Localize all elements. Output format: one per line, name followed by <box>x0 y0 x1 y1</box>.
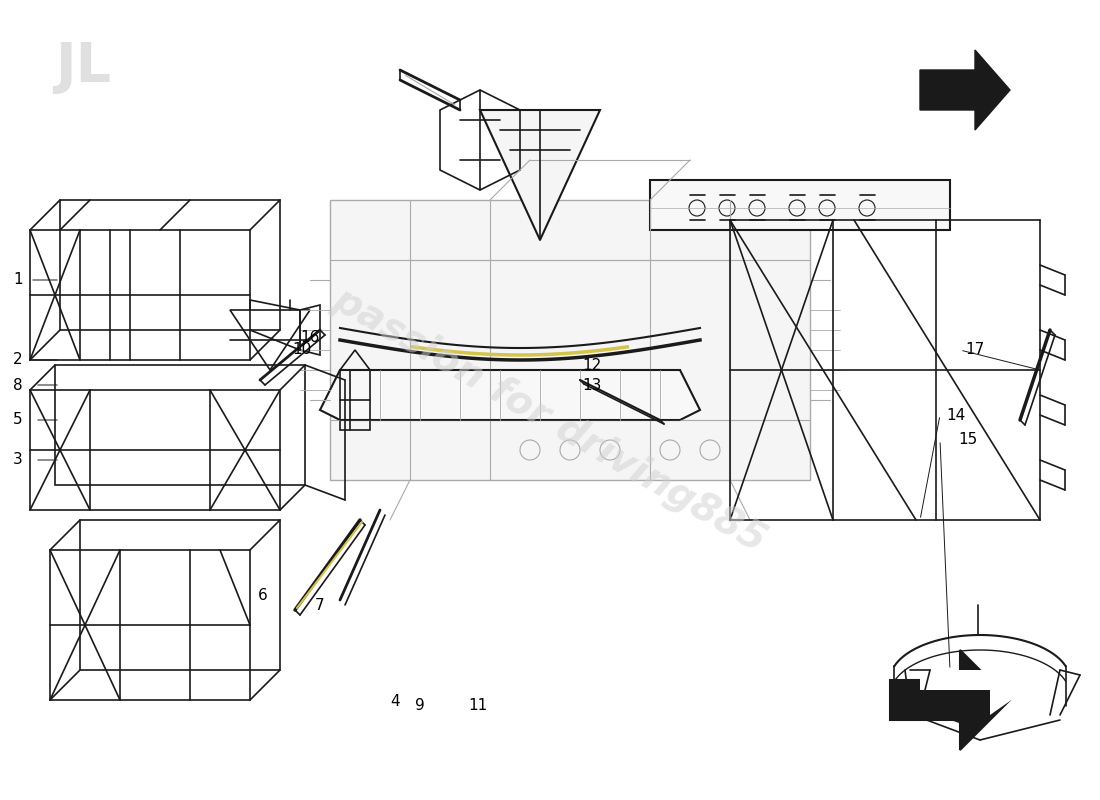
Text: 15: 15 <box>958 433 978 447</box>
Text: 5: 5 <box>13 413 23 427</box>
Text: 4: 4 <box>390 694 399 710</box>
Bar <box>55 365 305 485</box>
Bar <box>80 520 280 670</box>
Text: 14: 14 <box>946 407 966 422</box>
Text: 1: 1 <box>13 273 23 287</box>
Text: 2: 2 <box>13 353 23 367</box>
Bar <box>30 390 280 510</box>
Bar <box>50 550 250 700</box>
Text: 13: 13 <box>582 378 602 393</box>
Text: 17: 17 <box>966 342 984 358</box>
Text: 10: 10 <box>293 342 311 358</box>
Bar <box>60 200 280 330</box>
Polygon shape <box>890 650 1010 750</box>
Text: 12: 12 <box>582 358 602 373</box>
Polygon shape <box>320 370 700 420</box>
Bar <box>30 230 250 360</box>
Text: JL: JL <box>55 40 111 94</box>
Text: 11: 11 <box>469 698 487 713</box>
Polygon shape <box>480 110 600 240</box>
Text: 9: 9 <box>415 698 425 713</box>
Polygon shape <box>920 645 1040 715</box>
Polygon shape <box>330 200 810 480</box>
Text: 3: 3 <box>13 453 23 467</box>
Text: 6: 6 <box>258 587 268 602</box>
Text: 16: 16 <box>300 330 320 346</box>
Polygon shape <box>920 50 1010 130</box>
Text: 7: 7 <box>316 598 324 613</box>
Text: 8: 8 <box>13 378 23 393</box>
Text: passion for driving885: passion for driving885 <box>327 280 773 560</box>
Bar <box>650 180 950 230</box>
